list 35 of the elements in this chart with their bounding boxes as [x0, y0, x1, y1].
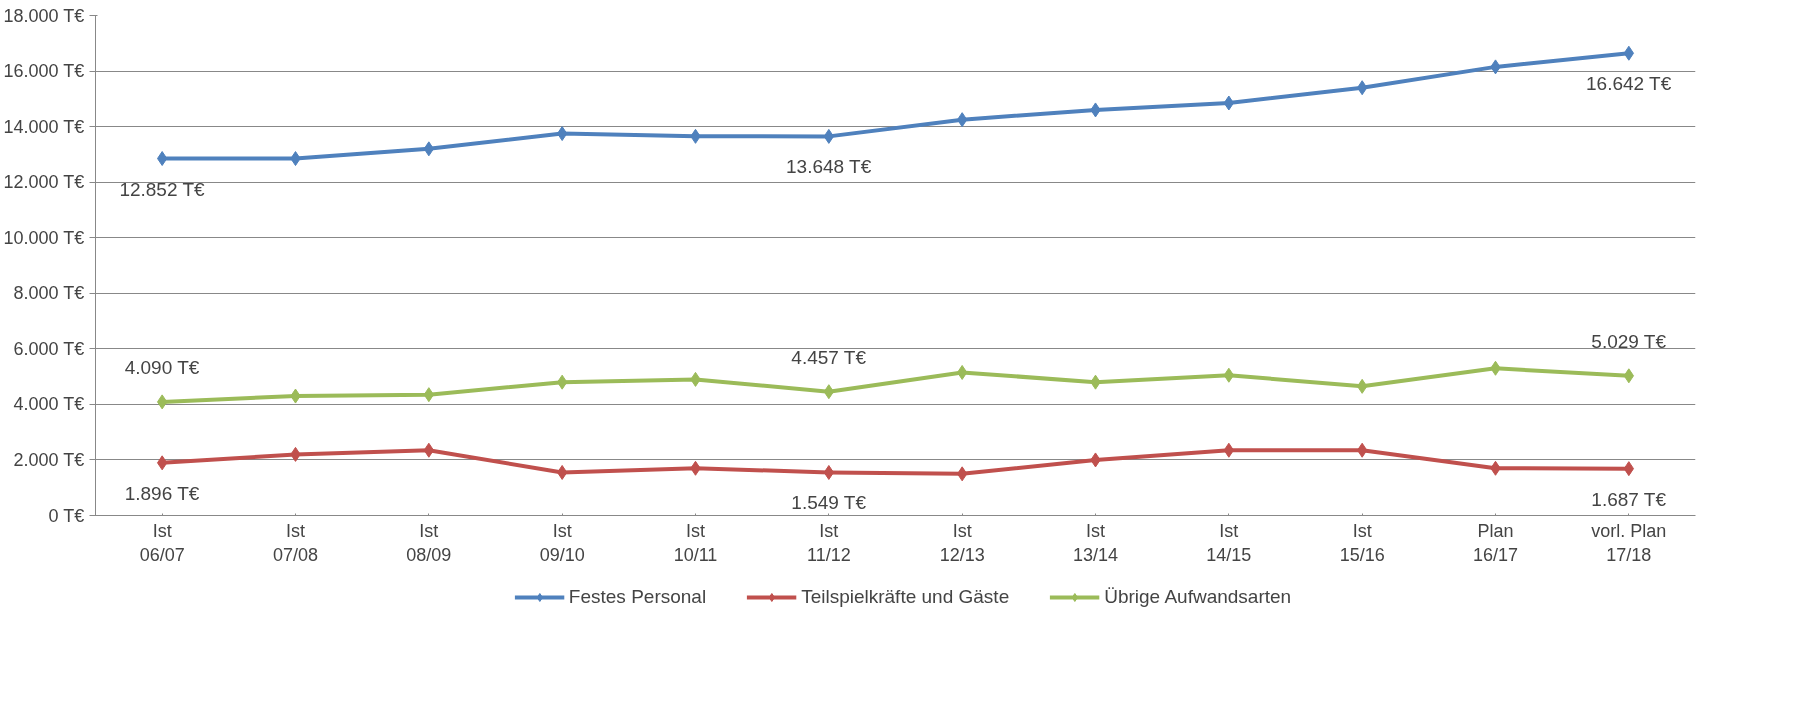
y-tick-label: 16.000 T€	[3, 61, 85, 82]
y-tick-label: 0 T€	[48, 505, 85, 526]
data-label: 4.457 T€	[791, 346, 867, 368]
y-tick-label: 10.000 T€	[3, 227, 85, 248]
data-label: 5.029 T€	[1591, 330, 1667, 352]
x-tick-label: Ist 15/16	[1339, 520, 1385, 565]
x-tick-label: Ist 09/10	[539, 520, 585, 565]
x-tick-label: Plan 16/17	[1472, 520, 1519, 565]
data-label: 4.090 T€	[124, 356, 200, 378]
x-tick-label: Ist 08/09	[406, 520, 452, 565]
y-tick-label: 14.000 T€	[3, 116, 85, 137]
y-tick-label: 12.000 T€	[3, 172, 85, 193]
legend-label: Teilspielkräfte und Gäste	[801, 586, 1010, 608]
y-tick-label: 2.000 T€	[13, 449, 85, 470]
x-tick-label: Ist 11/12	[806, 520, 851, 565]
x-tick-label: Ist 07/08	[272, 520, 319, 565]
point	[157, 151, 168, 166]
data-label: 13.648 T€	[786, 156, 872, 178]
y-tick-label: 18.000 T€	[3, 5, 85, 26]
x-tick-label: Ist 14/15	[1206, 520, 1252, 565]
x-tick-label: Ist 10/11	[673, 520, 718, 565]
legend-label: Festes Personal	[568, 586, 707, 608]
y-tick-label: 8.000 T€	[13, 283, 85, 304]
y-tick-label: 6.000 T€	[13, 338, 85, 359]
data-label: 16.642 T€	[1586, 73, 1672, 95]
data-label: 1.687 T€	[1591, 488, 1667, 510]
x-tick-label: Ist 13/14	[1072, 520, 1119, 565]
legend-label: Übrige Aufwandsarten	[1104, 586, 1292, 608]
x-tick-label: Ist 12/13	[939, 520, 985, 565]
x-tick-label: Ist 06/07	[139, 520, 185, 565]
data-label: 1.549 T€	[791, 492, 867, 514]
y-tick-label: 4.000 T€	[13, 394, 85, 415]
data-label: 12.852 T€	[119, 178, 206, 200]
data-label: 1.896 T€	[124, 482, 200, 504]
x-tick-label: vorl. Plan 17/18	[1591, 520, 1667, 565]
